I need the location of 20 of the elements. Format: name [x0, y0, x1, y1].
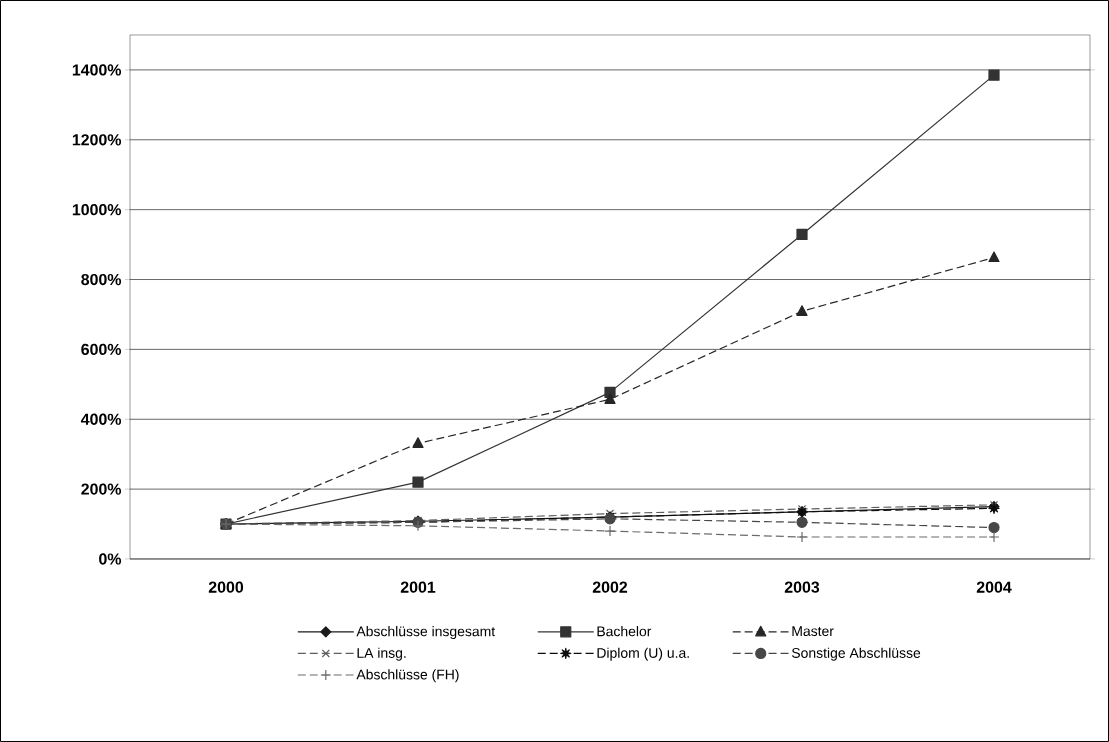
x-tick-label: 2004: [976, 581, 1012, 593]
y-tick-label: 1000%: [72, 204, 122, 216]
x-tick-label: 2001: [400, 581, 436, 593]
x-tick-label: 2000: [208, 581, 244, 593]
legend-label: LA insg.: [357, 647, 406, 661]
y-tick-label: 600%: [81, 343, 122, 356]
y-tick-label: 400%: [80, 413, 122, 425]
y-tick-label: 200%: [81, 483, 122, 495]
legend-label: Bachelor: [597, 626, 652, 637]
legend-label: Master: [792, 626, 834, 637]
x-tick-label: 2003: [784, 581, 820, 593]
y-tick-label: 1400%: [72, 64, 122, 76]
legend-label: Diplom (U) u.a.: [597, 647, 689, 661]
legend-label: Sonstige Abschlüsse: [791, 647, 921, 661]
y-tick-label: 0%: [99, 553, 122, 565]
y-tick-label: 1200%: [72, 134, 122, 146]
legend-label: Abschlüsse insgesamt: [356, 626, 496, 640]
y-tick-label: 800%: [81, 273, 122, 286]
x-tick-label: 2002: [592, 581, 628, 593]
legend-label: Abschlüsse (FH): [356, 669, 459, 683]
